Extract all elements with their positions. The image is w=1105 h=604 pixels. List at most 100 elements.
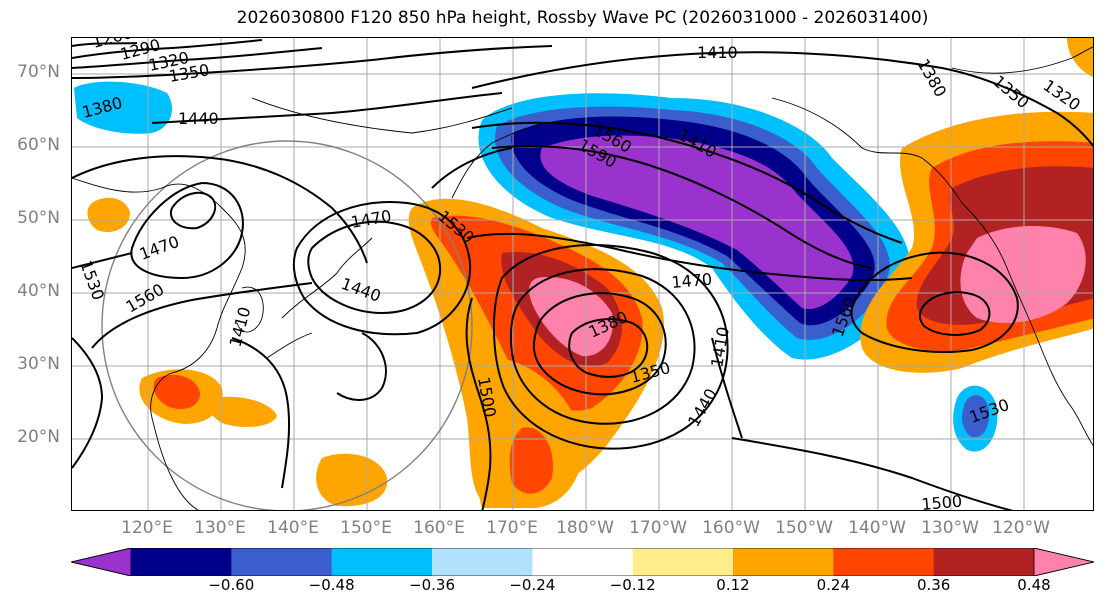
lon-label-150e: 150°E: [340, 518, 392, 538]
contour-1410-low: [509, 268, 696, 425]
colorbar-tick-label: 0.48: [1017, 576, 1051, 594]
shade-positive-ne-corner: [1067, 38, 1093, 78]
colorbar-bin: [833, 548, 935, 576]
contour-label-1410-n: 1410: [697, 43, 738, 62]
shade-negative-south-core: [962, 395, 990, 438]
colorbar-tick-label: −0.12: [609, 576, 656, 594]
graticule: [72, 38, 1093, 510]
contour-1440-west: [72, 337, 104, 469]
colorbar-segments: [71, 548, 1094, 576]
colorbar-bin: [131, 548, 232, 576]
contour-label-1560-w: 1560: [123, 280, 168, 317]
coast-kamchatka: [451, 122, 543, 199]
colorbar-bin: [432, 548, 533, 576]
contour-1470-low: [292, 201, 472, 336]
range-ring: [101, 140, 473, 510]
colorbar-bin: [632, 548, 734, 576]
shade-positive-west-3: [316, 453, 388, 507]
colorbar-tick-label: 0.24: [816, 576, 851, 594]
contour-1560-east: [850, 251, 1019, 353]
colorbar-extend-min: [71, 548, 132, 576]
colorbar-bin: [532, 548, 634, 576]
coast-na-west: [961, 202, 1093, 447]
lon-label-160w: 160°W: [702, 518, 760, 538]
lon-label-180w: 180°W: [556, 518, 614, 538]
contour-label-1440-n: 1440: [178, 109, 219, 128]
lon-label-140e: 140°E: [267, 518, 319, 538]
contour-label-1350-ne: 1350: [989, 72, 1032, 113]
lat-label-20n: 20°N: [17, 427, 60, 447]
lon-label-140w: 140°W: [848, 518, 906, 538]
height-contours: [72, 39, 1093, 510]
shade-positive-west-1-core: [153, 374, 200, 410]
contour-1260: [72, 42, 138, 47]
map-canvas: 1260 1290 1320 1350 1380 1440 1410 1380 …: [72, 38, 1093, 511]
contour-1440-low: [307, 220, 442, 315]
shade-positive-east-core: [960, 226, 1086, 323]
contour-1560-trough: [471, 121, 903, 244]
colorbar-bin: [331, 548, 433, 576]
contour-1590-trough: [491, 145, 873, 269]
colorbar-tick-label: −0.48: [308, 576, 355, 594]
contour-label-1410-low-east: 1410: [707, 325, 733, 368]
lat-label-40n: 40°N: [17, 281, 60, 301]
contour-1470-loop: [130, 181, 244, 280]
contour-label-1410-w: 1410: [226, 305, 255, 349]
lon-label-130e: 130°E: [194, 518, 246, 538]
lon-label-130w: 130°W: [921, 518, 979, 538]
shade-positive-core: [529, 277, 613, 357]
contour-1350-low: [568, 318, 649, 378]
shade-negative-core: [540, 135, 854, 310]
contour-1500-west: [231, 337, 291, 489]
contour-label-1440-low-east: 1440: [684, 385, 721, 430]
contour-label-1380-ne: 1380: [914, 56, 951, 101]
contour-1440-low-east: [492, 244, 729, 450]
contour-1380-low: [532, 292, 667, 396]
contour-1500: [465, 297, 492, 510]
lat-label-60n: 60°N: [17, 135, 60, 155]
lon-label-170e: 170°E: [486, 518, 538, 538]
colorbar-tick-label: −0.60: [208, 576, 255, 594]
contour-1590-east: [918, 291, 991, 336]
coast-siberia: [251, 97, 513, 134]
shade-positive-south-core: [509, 427, 553, 494]
contour-label-1320-ne: 1320: [1040, 76, 1084, 115]
shade-positive-west-4: [209, 396, 277, 428]
colorbar-tick-label: −0.36: [409, 576, 455, 594]
lon-label-120w: 120°W: [992, 518, 1050, 538]
lon-label-150w: 150°W: [775, 518, 833, 538]
colorbar-bin: [933, 548, 1035, 576]
contour-label-1500-south: 1500: [921, 492, 963, 511]
shade-positive-west-2: [87, 197, 130, 233]
contour-1440-sub: [72, 155, 368, 264]
contour-label-1470-long: 1470: [671, 270, 713, 292]
coast-korea: [236, 286, 264, 333]
lon-label-160e: 160°E: [413, 518, 465, 538]
contour-1530-east: [711, 337, 743, 439]
contour-1470-loop-inner: [169, 191, 217, 230]
lon-label-170w: 170°W: [629, 518, 687, 538]
contour-1350: [72, 45, 553, 79]
colorbar-tick-label: −0.24: [509, 576, 556, 594]
contour-1440-north: [151, 92, 503, 124]
coast-asia: [72, 177, 246, 510]
contour-1410-west: [336, 332, 387, 401]
colorbar-bin: [231, 548, 333, 576]
map-title: 2026030800 F120 850 hPa height, Rossby W…: [236, 8, 929, 28]
coast-canada-north: [951, 46, 1093, 74]
contour-1530-trough: [431, 147, 513, 189]
lat-label-70n: 70°N: [17, 62, 60, 82]
contour-1530-west: [72, 252, 133, 269]
contour-label-1470-low: 1470: [349, 206, 392, 232]
contour-label-1440-low: 1440: [339, 274, 384, 306]
contour-1290: [72, 39, 263, 59]
coast-alaska: [771, 97, 963, 204]
lat-label-50n: 50°N: [17, 208, 60, 228]
lon-label-120e: 120°E: [121, 518, 173, 538]
colorbar-bin: [733, 548, 834, 576]
contour-1410: [471, 51, 1093, 148]
contour-label-1530-w: 1530: [76, 258, 108, 303]
contour-label-1470-loop: 1470: [137, 232, 182, 264]
contour-1500-south: [731, 437, 1014, 510]
map-panel[interactable]: 1260 1290 1320 1350 1380 1440 1410 1380 …: [71, 37, 1094, 511]
